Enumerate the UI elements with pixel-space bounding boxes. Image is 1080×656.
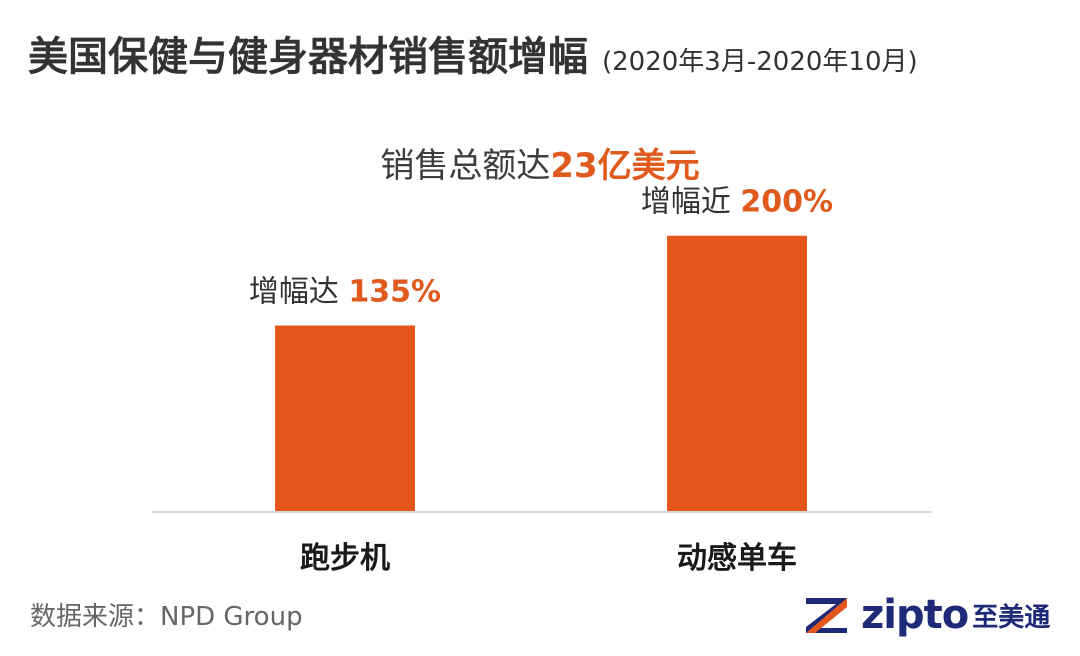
value-label-prefix: 增幅近 bbox=[641, 185, 741, 220]
chart-title-period: (2020年3月-2020年10月) bbox=[602, 47, 918, 77]
brand-logo: zipto 至美通 bbox=[803, 592, 1050, 638]
category-label-spin-bike: 动感单车 bbox=[677, 541, 797, 576]
subtitle-highlight: 23亿美元 bbox=[550, 146, 700, 186]
title-row: 美国保健与健身器材销售额增幅 (2020年3月-2020年10月) bbox=[28, 24, 918, 82]
chart-subtitle: 销售总额达23亿美元 bbox=[0, 138, 1080, 187]
zipto-z-logo-icon bbox=[806, 598, 847, 633]
bar-spin-bike bbox=[667, 235, 807, 512]
logo-chinese-name: 至美通 bbox=[972, 602, 1051, 633]
value-label-number: 200% bbox=[740, 185, 833, 220]
logo-wordmark: zipto bbox=[861, 592, 969, 638]
category-label-treadmill: 跑步机 bbox=[300, 541, 390, 576]
subtitle-prefix: 销售总额达 bbox=[380, 146, 551, 186]
value-label-prefix: 增幅达 bbox=[249, 275, 349, 310]
chart-title: 美国保健与健身器材销售额增幅 bbox=[28, 34, 588, 80]
bar-treadmill bbox=[275, 325, 415, 512]
value-label-treadmill: 增幅达 135% bbox=[249, 275, 441, 310]
value-label-spin-bike: 增幅近 200% bbox=[641, 185, 833, 220]
value-label-number: 135% bbox=[348, 275, 441, 310]
labels-group: 增幅达 135% 跑步机 增幅近 200% 动感单车 bbox=[249, 185, 833, 576]
source-note: 数据来源：NPD Group bbox=[30, 602, 303, 632]
bars-group bbox=[275, 235, 807, 512]
